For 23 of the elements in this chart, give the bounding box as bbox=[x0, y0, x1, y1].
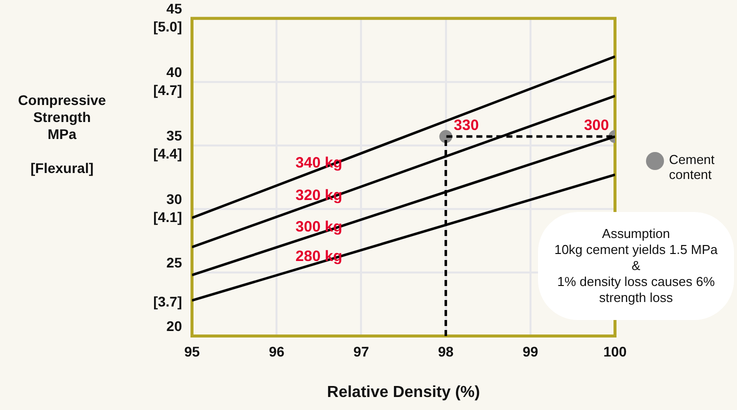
x-tick-label: 95 bbox=[184, 343, 200, 360]
annotation: 330 bbox=[454, 117, 479, 134]
text: Compressive Strength MPa [Flexural] bbox=[18, 92, 106, 176]
x-tick-label: 97 bbox=[353, 343, 370, 360]
y2-tick-label: [4.1] bbox=[153, 208, 182, 225]
annotation: Assumption 10kg cement yields 1.5 MPa & 1% density loss causes 6% strength loss bbox=[538, 212, 734, 320]
x-tick-label: 98 bbox=[438, 343, 454, 360]
x-tick-label: 99 bbox=[522, 343, 538, 360]
y2-tick-label: [4.4] bbox=[153, 145, 182, 162]
y2-tick-label: [5.0] bbox=[153, 18, 182, 34]
x-tick-label: 100 bbox=[603, 343, 627, 360]
annotation: 300 bbox=[584, 117, 609, 134]
legend-label: Cement content bbox=[669, 152, 716, 182]
y-tick-label: 30 bbox=[166, 190, 182, 207]
y-tick-label: 45 bbox=[166, 0, 182, 16]
y-tick-label: 40 bbox=[166, 64, 182, 80]
y-tick-label: 25 bbox=[166, 254, 182, 270]
y2-tick-label: [3.7] bbox=[153, 294, 182, 310]
y-tick-label: 35 bbox=[166, 127, 182, 144]
x-axis-title: Relative Density (%) bbox=[327, 384, 480, 401]
y2-tick-label: [4.7] bbox=[153, 82, 182, 98]
y-tick-label: 20 bbox=[166, 318, 182, 334]
x-tick-label: 96 bbox=[268, 343, 285, 360]
